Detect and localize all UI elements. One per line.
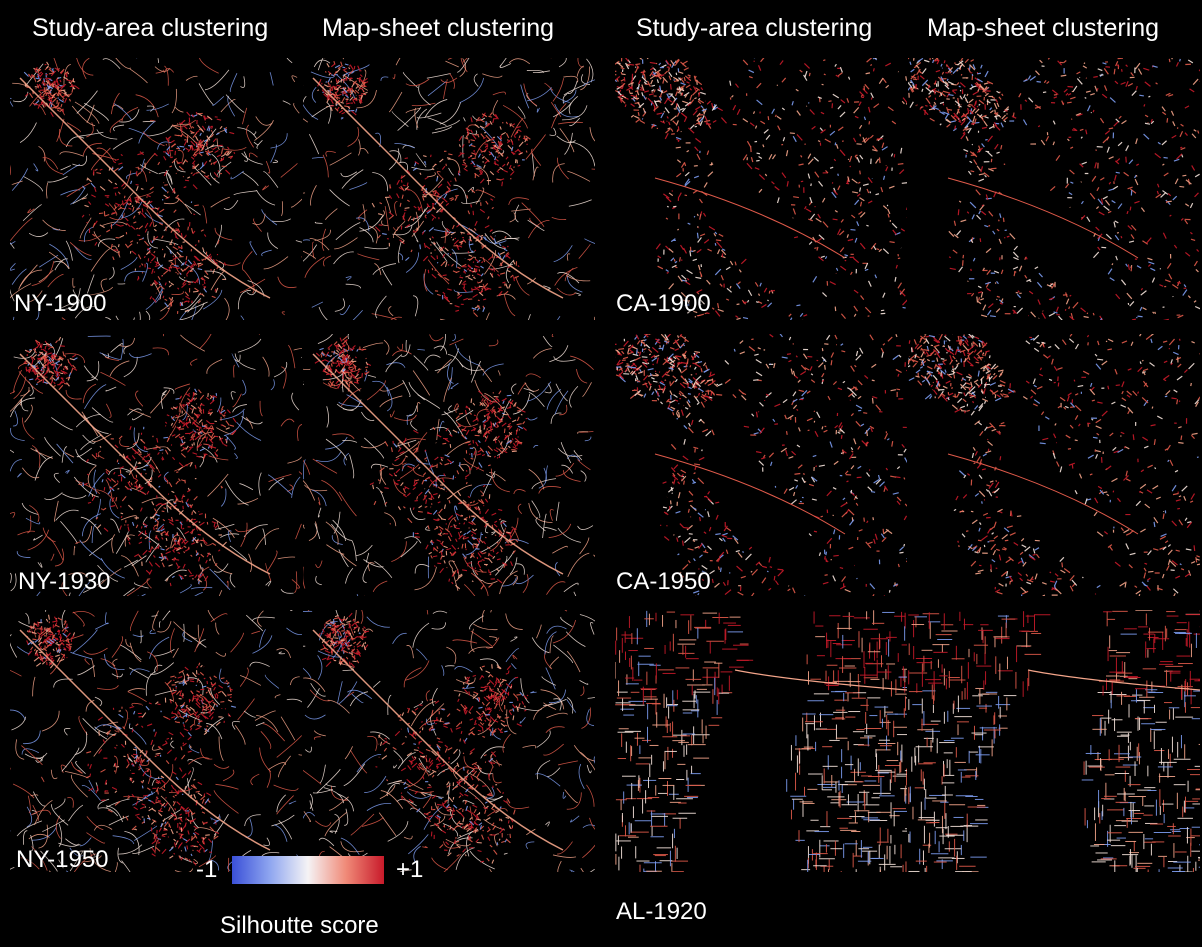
map-ca-1950-map-sheet xyxy=(908,334,1200,596)
header-map-sheet-left: Map-sheet clustering xyxy=(322,14,554,43)
map-ny-1900-map-sheet xyxy=(303,58,595,320)
map-ny-1930-study-area-roads xyxy=(10,334,302,596)
map-ca-1900-study-area-roads xyxy=(615,58,907,320)
map-ny-1930-map-sheet xyxy=(303,334,595,596)
map-ny-1900-study-area-roads xyxy=(10,58,302,320)
map-ca-1950-study-area xyxy=(615,334,907,596)
map-al-1920-map-sheet-roads xyxy=(908,610,1200,872)
map-al-1920-study-area-roads xyxy=(615,610,907,872)
header-study-area-left: Study-area clustering xyxy=(32,14,268,43)
map-ny-1950-study-area-roads xyxy=(10,610,302,872)
row-label-ny-1930: NY-1930 xyxy=(18,568,111,596)
legend-max-label: +1 xyxy=(396,856,423,884)
map-ca-1900-map-sheet xyxy=(908,58,1200,320)
row-label-ny-1900: NY-1900 xyxy=(14,290,107,318)
legend-colorbar xyxy=(232,856,384,884)
map-ca-1950-study-area-roads xyxy=(615,334,907,596)
map-ny-1900-study-area xyxy=(10,58,302,320)
legend-title: Silhoutte score xyxy=(220,912,379,940)
map-ny-1930-map-sheet-roads xyxy=(303,334,595,596)
map-ny-1930-study-area xyxy=(10,334,302,596)
row-label-ca-1900: CA-1900 xyxy=(616,290,711,318)
row-label-al-1920: AL-1920 xyxy=(616,898,707,926)
map-ca-1900-study-area xyxy=(615,58,907,320)
map-al-1920-study-area xyxy=(615,610,907,872)
map-ny-1900-map-sheet-roads xyxy=(303,58,595,320)
map-ca-1900-map-sheet-roads xyxy=(908,58,1200,320)
legend-min-label: -1 xyxy=(196,856,217,884)
map-ca-1950-map-sheet-roads xyxy=(908,334,1200,596)
map-ny-1950-study-area xyxy=(10,610,302,872)
row-label-ny-1950: NY-1950 xyxy=(16,846,109,874)
map-ny-1950-map-sheet-roads xyxy=(303,610,595,872)
header-map-sheet-right: Map-sheet clustering xyxy=(927,14,1159,43)
header-study-area-right: Study-area clustering xyxy=(636,14,872,43)
map-al-1920-map-sheet xyxy=(908,610,1200,872)
row-label-ca-1950: CA-1950 xyxy=(616,568,711,596)
map-ny-1950-map-sheet xyxy=(303,610,595,872)
